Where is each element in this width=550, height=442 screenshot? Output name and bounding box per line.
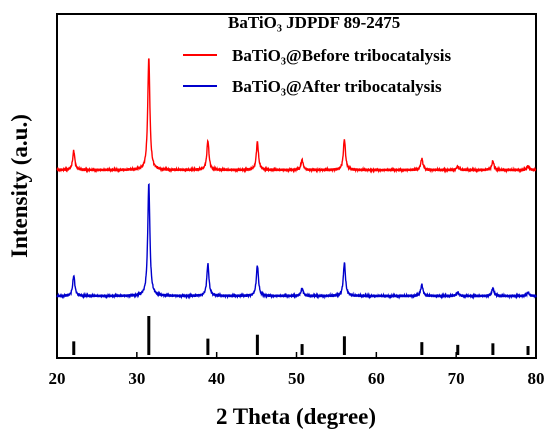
x-axis-tick-labels: 20 30 40 50 60 70 80	[49, 369, 545, 388]
x-tick-label-0: 20	[49, 369, 66, 388]
x-axis-ticks	[56, 352, 537, 358]
legend-label-after: BaTiO₃@After tribocatalysis	[232, 77, 442, 96]
series-line-0	[56, 58, 537, 174]
legend: BaTiO₃ JDPDF 89-2475 BaTiO₃@Before tribo…	[183, 13, 451, 96]
legend-header: BaTiO₃ JDPDF 89-2475	[228, 13, 400, 32]
plot-frame	[56, 13, 537, 359]
series-lines	[56, 58, 537, 300]
x-axis-title: 2 Theta (degree)	[216, 404, 376, 429]
reference-pattern	[72, 316, 530, 355]
x-tick-label-1: 30	[128, 369, 145, 388]
x-tick-label-3: 50	[288, 369, 305, 388]
series-line-1	[56, 182, 537, 300]
x-tick-label-5: 70	[448, 369, 465, 388]
x-tick-label-6: 80	[528, 369, 545, 388]
legend-label-before: BaTiO₃@Before tribocatalysis	[232, 46, 451, 65]
x-tick-label-2: 40	[208, 369, 225, 388]
y-axis-title: Intensity (a.u.)	[7, 114, 32, 258]
x-tick-label-4: 60	[368, 369, 385, 388]
